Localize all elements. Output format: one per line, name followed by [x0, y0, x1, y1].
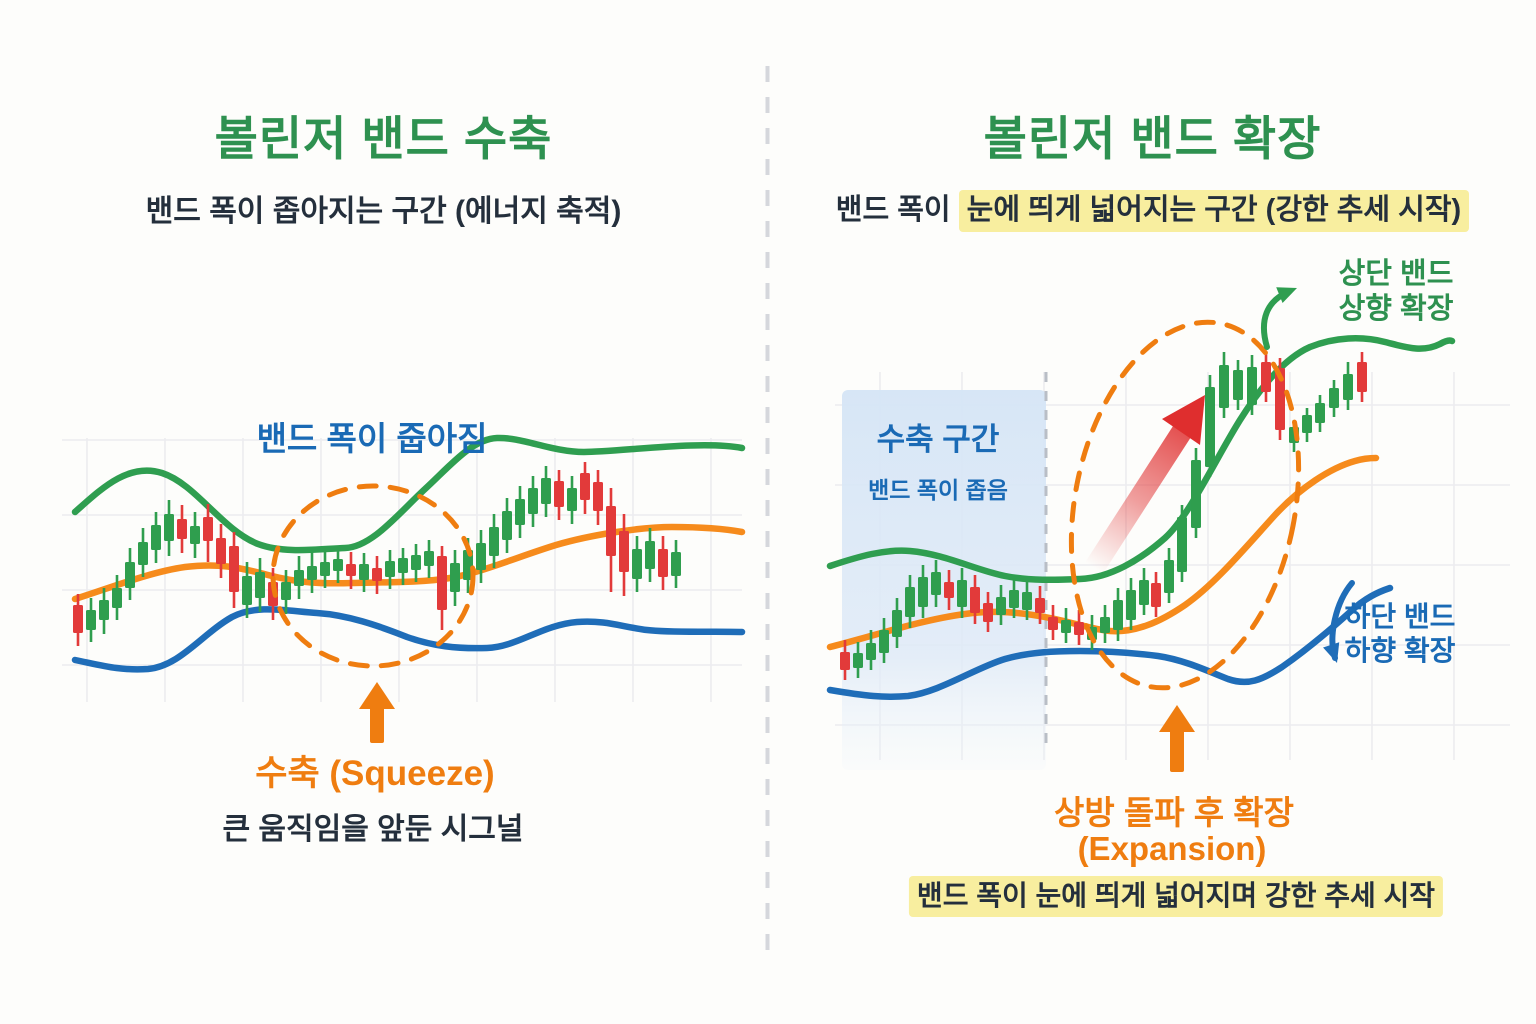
- left-panel-subtitle: 밴드 폭이 좁아지는 구간 (에너지 축적): [145, 195, 622, 228]
- expansion-caption: 밴드 폭이 눈에 띄게 넓어지며 강한 추세 시작: [908, 876, 1444, 917]
- lower-band-arrow-icon: [1323, 580, 1355, 663]
- expansion-caption-wrap: 밴드 폭이 눈에 띄게 넓어지며 강한 추세 시작: [908, 874, 1444, 917]
- expansion-annotation-line2: (Expansion): [1077, 830, 1267, 867]
- breakout-arrow-icon: [1085, 395, 1205, 574]
- squeeze-zone-title: 수축 구간: [876, 422, 1000, 457]
- expansion-annotation-line1: 상방 돌파 후 확장: [1053, 794, 1295, 831]
- left-upper-band: [71, 434, 746, 554]
- squeeze-annotation-title: 수축 (Squeeze): [255, 754, 495, 793]
- band-narrowing-label: 밴드 폭이 줍아짐: [256, 420, 488, 457]
- upper-band-arrow-icon: [1261, 287, 1297, 350]
- subtitle-plain-text: 밴드 폭이: [835, 194, 959, 226]
- squeeze-annotation-caption: 큰 움직임을 앞둔 시그널: [222, 813, 524, 846]
- lower-band-label-line1: 하단 밴드: [1344, 601, 1456, 632]
- expansion-ellipse: [1068, 319, 1302, 691]
- squeeze-zone-label: 수축 구간 밴드 폭이 좁음: [868, 414, 1008, 505]
- squeeze-circle: [270, 483, 476, 669]
- right-lower-band: [826, 584, 1394, 700]
- squeeze-up-arrow-icon: [359, 682, 395, 743]
- subtitle-highlighted-text: 눈에 띄게 넓어지는 구간 (강한 추세 시작): [958, 190, 1470, 232]
- upper-band-label-line1: 상단 밴드: [1338, 258, 1454, 290]
- upper-band-label: 상단 밴드 상향 확장: [1339, 257, 1454, 327]
- expansion-up-arrow-icon: [1159, 705, 1195, 772]
- left-panel-title: 볼린저 밴드 수축: [214, 112, 553, 165]
- upper-band-label-line2: 상향 확장: [1338, 293, 1454, 325]
- right-panel-title: 볼린저 밴드 확장: [983, 112, 1322, 165]
- lower-band-label-line2: 하향 확장: [1344, 635, 1456, 666]
- left-lower-band: [71, 606, 746, 673]
- right-middle-band: [826, 454, 1380, 651]
- squeeze-zone-shading: [842, 390, 1046, 770]
- squeeze-zone-subtitle: 밴드 폭이 좁음: [868, 477, 1008, 503]
- right-panel-subtitle: 밴드 폭이 눈에 띄게 넓어지는 구간 (강한 추세 시작): [769, 186, 1536, 232]
- lower-band-label: 하단 밴드 하향 확장: [1345, 600, 1456, 668]
